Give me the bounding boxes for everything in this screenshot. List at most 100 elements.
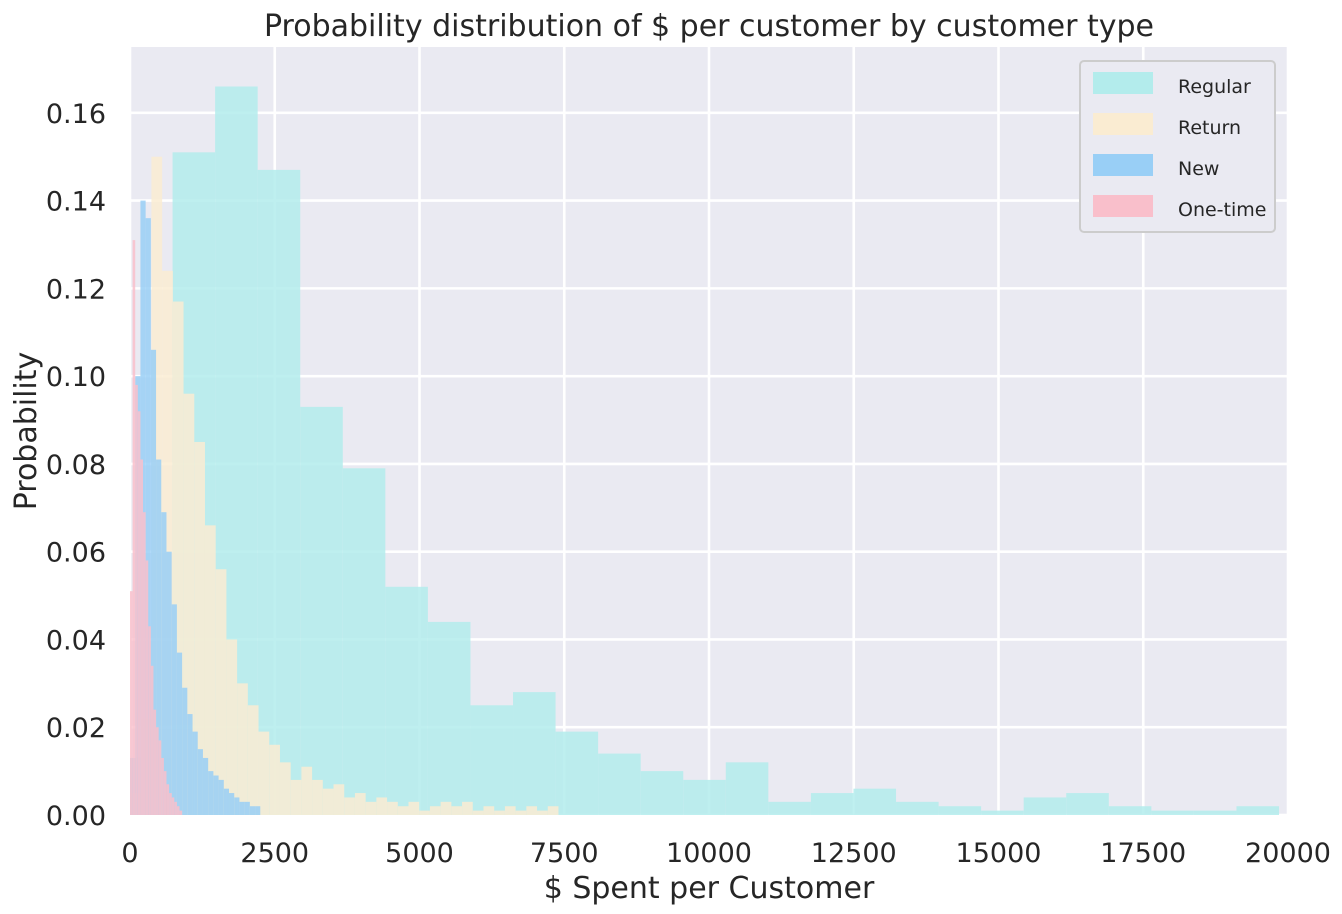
histogram-bar: [397, 806, 409, 815]
histogram-bar: [725, 762, 769, 815]
histogram-bar: [408, 801, 420, 815]
histogram-bar: [166, 551, 172, 815]
x-axis-ticks: 0 2500 5000 7500 10000 12500 15000 17500 20000: [121, 838, 1331, 869]
histogram-bar: [385, 586, 428, 815]
histogram-bar: [161, 757, 164, 815]
histogram-bar: [896, 801, 939, 815]
histogram-bar: [132, 240, 136, 815]
histogram-bar: [172, 301, 184, 816]
y-tick-label: 0.08: [46, 450, 106, 481]
histogram-bar: [158, 740, 162, 815]
histogram-bar: [279, 762, 291, 815]
histogram-bar: [526, 806, 538, 815]
histogram-bar: [237, 683, 248, 815]
histogram-bar: [247, 705, 259, 815]
histogram-bar: [234, 797, 240, 815]
legend-label: Return: [1178, 117, 1241, 139]
histogram-bar: [215, 569, 227, 815]
histogram-bar: [187, 714, 193, 815]
y-axis-ticks: 0.00 0.02 0.04 0.06 0.08 0.10 0.12 0.14 0.16: [46, 99, 106, 832]
legend: Regular Return New One-time: [1079, 60, 1276, 233]
histogram-bar: [163, 771, 167, 815]
histogram-bar: [344, 797, 355, 815]
legend-swatch: [1093, 154, 1153, 176]
y-tick-label: 0.14: [46, 187, 106, 218]
histogram-bar: [290, 779, 302, 815]
histogram-bar: [429, 806, 441, 815]
histogram-bar: [1108, 806, 1152, 815]
histogram-bar: [161, 512, 167, 815]
legend-label: New: [1178, 158, 1219, 180]
legend-swatch: [1093, 72, 1153, 94]
histogram-bar: [257, 169, 301, 815]
histogram-bar: [472, 810, 484, 815]
histogram-bar: [179, 810, 183, 815]
histogram-bar: [143, 512, 146, 815]
x-tick-label: 2500: [240, 838, 309, 869]
histogram-bar: [269, 744, 280, 815]
histogram-bar: [229, 793, 235, 815]
y-tick-label: 0.02: [46, 713, 106, 744]
histogram-bar: [239, 801, 245, 815]
histogram-bar: [1023, 797, 1067, 815]
legend-label: One-time: [1178, 199, 1266, 221]
histogram-bar: [156, 459, 162, 815]
histogram-bar: [365, 801, 377, 815]
histogram-bar: [387, 801, 398, 815]
x-tick-label: 10000: [666, 838, 752, 869]
histogram-bar: [301, 766, 313, 815]
legend-swatch: [1093, 195, 1153, 217]
histogram-bars: [130, 86, 1280, 816]
histogram-bar: [640, 771, 684, 815]
histogram-bar: [258, 731, 270, 815]
histogram-bar: [938, 806, 982, 815]
x-tick-label: 17500: [1100, 838, 1186, 869]
chart-title: Probability distribution of $ per custom…: [264, 9, 1154, 44]
histogram-bar: [135, 384, 138, 815]
histogram-bar: [981, 810, 1024, 815]
histogram-bar: [148, 626, 151, 815]
histogram-bar: [213, 775, 219, 815]
histogram-bar: [171, 604, 177, 815]
histogram-bar: [150, 665, 154, 815]
x-tick-label: 12500: [811, 838, 897, 869]
histogram-bar: [354, 793, 366, 815]
histogram-bar: [166, 784, 170, 815]
y-tick-label: 0.10: [46, 362, 106, 393]
histogram-bar: [1066, 793, 1109, 815]
histogram-bar: [504, 806, 516, 815]
histogram-bar: [145, 560, 149, 815]
y-tick-label: 0.16: [46, 99, 106, 130]
histogram-bar: [218, 779, 224, 815]
x-tick-label: 7500: [530, 838, 599, 869]
series-one-time: [130, 240, 183, 815]
histogram-bar: [470, 705, 514, 815]
y-axis-label: Probability: [9, 352, 44, 511]
y-tick-label: 0.12: [46, 274, 106, 305]
histogram-bar: [183, 393, 195, 815]
histogram-bar: [419, 810, 430, 815]
histogram-bar: [768, 801, 811, 815]
histogram-bar: [176, 806, 180, 815]
histogram-bar: [547, 806, 559, 815]
histogram-bar: [171, 797, 175, 815]
histogram-bar: [192, 731, 198, 815]
histogram-bar: [300, 406, 343, 815]
histogram-bar: [182, 687, 188, 815]
histogram-bar: [145, 218, 151, 815]
histogram-bar: [249, 806, 256, 815]
histogram-bar: [150, 349, 157, 815]
histogram-bar: [537, 810, 548, 815]
x-tick-label: 20000: [1245, 838, 1331, 869]
histogram-bar: [140, 459, 144, 815]
histogram-bar: [130, 591, 133, 815]
histogram-bar: [513, 692, 556, 815]
histogram-bar: [853, 788, 897, 815]
histogram-bar: [169, 793, 172, 815]
histogram-bar: [244, 801, 250, 815]
histogram-bar: [1193, 810, 1237, 815]
histogram-bar: [333, 784, 345, 815]
x-tick-label: 5000: [385, 838, 454, 869]
histogram-bar: [1151, 810, 1194, 815]
